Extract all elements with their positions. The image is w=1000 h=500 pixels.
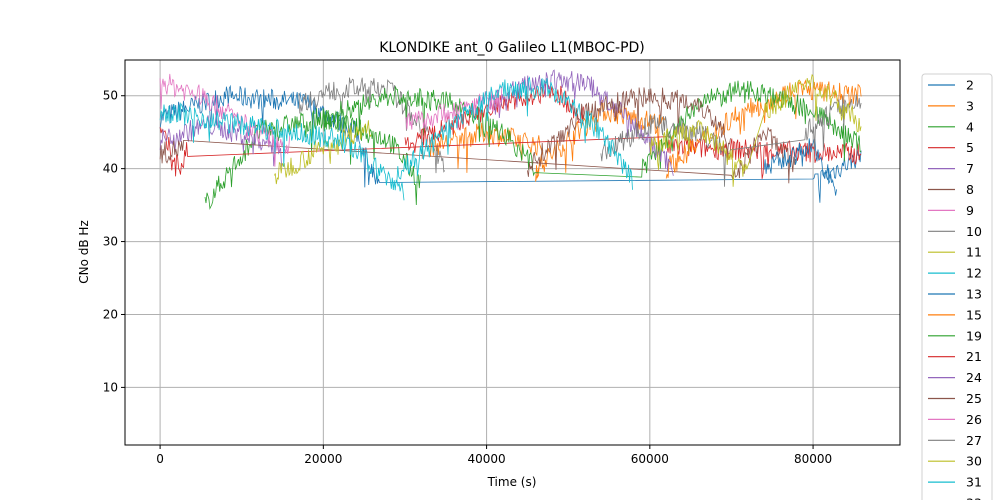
y-tick-label: 20 bbox=[103, 307, 118, 321]
legend-label-3: 3 bbox=[966, 98, 974, 113]
legend-frame bbox=[921, 73, 993, 500]
legend-label-5: 5 bbox=[966, 140, 974, 155]
series-line-10 bbox=[298, 77, 446, 174]
legend-label-13: 13 bbox=[966, 287, 982, 302]
legend-label-8: 8 bbox=[966, 182, 974, 197]
legend-label-11: 11 bbox=[966, 245, 982, 260]
legend-label-2: 2 bbox=[966, 78, 974, 93]
legend-label-24: 24 bbox=[966, 370, 982, 385]
legend-label-15: 15 bbox=[966, 307, 982, 322]
legend-label-9: 9 bbox=[966, 203, 974, 218]
plot-frame bbox=[124, 59, 901, 446]
x-tick-label: 80000 bbox=[794, 452, 832, 466]
legend: 2 3 4 5 7 8 9 10 11 12 13 15 19 21 24 25 26 27 30 31 33 bbox=[921, 73, 993, 500]
series-line-12 bbox=[159, 102, 405, 201]
series-line-25 bbox=[527, 87, 731, 177]
series-line-31 bbox=[396, 76, 633, 190]
x-tick-label: 40000 bbox=[467, 452, 505, 466]
series-line-2 bbox=[159, 84, 862, 203]
legend-label-12: 12 bbox=[966, 266, 982, 281]
series-line-19 bbox=[322, 80, 862, 178]
series-line-21 bbox=[404, 79, 584, 153]
series-line-30 bbox=[649, 73, 862, 187]
y-axis-label: CNo dB Hz bbox=[77, 220, 91, 284]
y-tick-label: 30 bbox=[103, 235, 118, 249]
legend-label-4: 4 bbox=[966, 119, 974, 134]
series-line-11 bbox=[274, 120, 372, 185]
series-line-13 bbox=[763, 138, 837, 196]
x-axis-label: Time (s) bbox=[487, 475, 537, 489]
legend-label-10: 10 bbox=[966, 224, 982, 239]
legend-background bbox=[922, 74, 992, 500]
legend-label-27: 27 bbox=[966, 433, 982, 448]
y-tick-label: 40 bbox=[103, 162, 118, 176]
legend-label-31: 31 bbox=[966, 475, 982, 490]
x-tick-label: 0 bbox=[156, 452, 164, 466]
series-line-4 bbox=[204, 108, 421, 210]
y-tick-label: 10 bbox=[103, 380, 118, 394]
chart-title: KLONDIKE ant_0 Galileo L1(MBOC-PD) bbox=[379, 40, 645, 56]
legend-label-19: 19 bbox=[966, 328, 982, 343]
x-tick-label: 20000 bbox=[304, 452, 342, 466]
y-tick-label: 50 bbox=[103, 89, 118, 103]
legend-label-25: 25 bbox=[966, 391, 982, 406]
legend-label-26: 26 bbox=[966, 412, 982, 427]
legend-label-30: 30 bbox=[966, 454, 982, 469]
legend-label-21: 21 bbox=[966, 349, 982, 364]
series-line-7 bbox=[159, 115, 282, 168]
series-line-15 bbox=[665, 79, 862, 179]
legend-label-33: 33 bbox=[966, 496, 982, 500]
x-tick-label: 60000 bbox=[631, 452, 669, 466]
legend-label-7: 7 bbox=[966, 161, 974, 176]
